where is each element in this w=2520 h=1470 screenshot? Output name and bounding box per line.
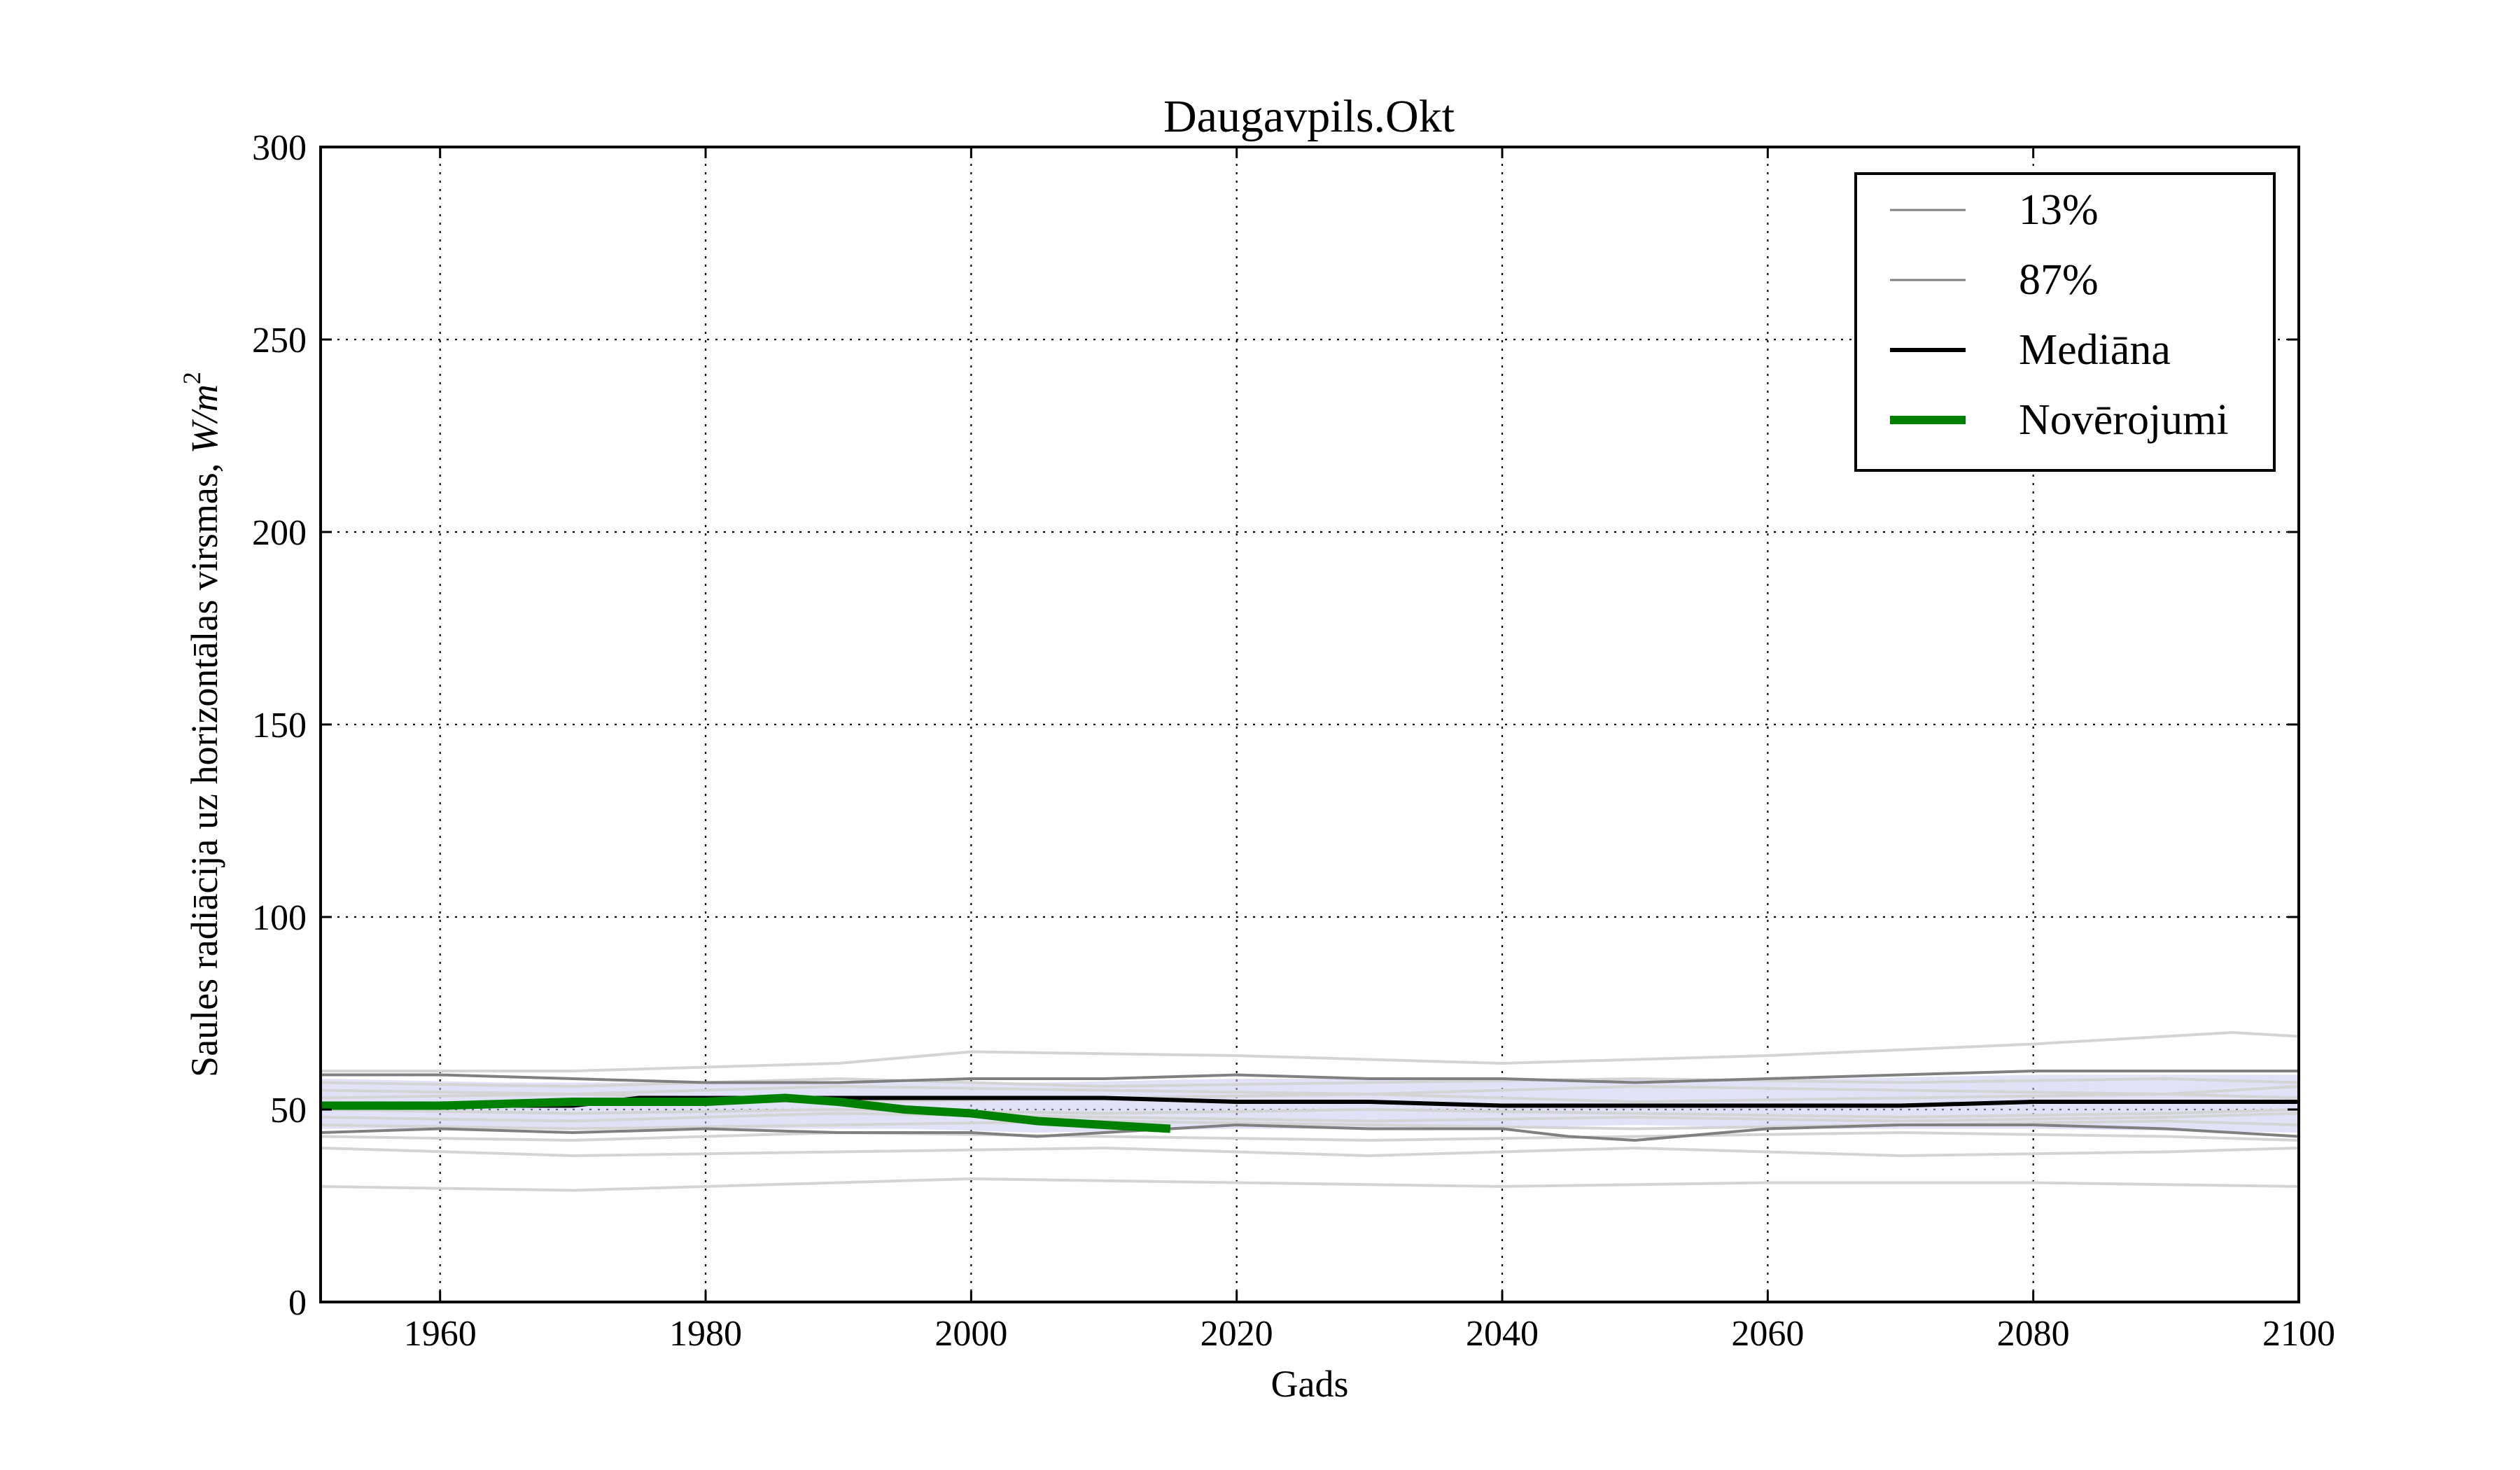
x-tick-label-6: 2080	[1997, 1314, 2070, 1354]
x-tick-label-1: 1980	[669, 1314, 742, 1354]
y-tick-label-0: 0	[288, 1283, 307, 1323]
ensemble-line-0	[321, 1030, 2300, 1072]
legend-label-1: 87%	[2019, 256, 2099, 304]
ensemble-line-5	[320, 1077, 2300, 1088]
ensemble-line-2	[320, 1177, 2300, 1192]
x-axis-ticks: 1960 1980 2000 2020 2040 2060 2080 2100	[404, 147, 2335, 1354]
x-tick-label-2: 2000	[934, 1314, 1007, 1354]
y-axis-label-unit: W/m	[183, 384, 225, 454]
legend: 13% 87% Mediāna Novērojumi	[1854, 172, 2276, 472]
ensemble-line-4	[320, 1112, 2300, 1123]
series-line-0	[320, 1124, 2300, 1142]
y-axis-ticks: 0 50 100 150 200 250 300	[252, 128, 2299, 1323]
y-axis-label-text: Saules radiācija uz horizontālas virsmas…	[183, 454, 225, 1077]
y-tick-label-2: 100	[252, 898, 307, 938]
x-tick-label-5: 2060	[1731, 1314, 1804, 1354]
y-tick-label-3: 150	[252, 706, 307, 746]
y-tick-label-5: 250	[252, 321, 307, 360]
y-axis-label: Saules radiācija uz horizontālas virsmas…	[178, 372, 225, 1077]
legend-label-2: Mediāna	[2019, 326, 2171, 374]
ensemble-line-9	[320, 1130, 2300, 1142]
legend-items: 13% 87% Mediāna Novērojumi	[1890, 186, 2229, 444]
chart-title: Daugavpils.Okt	[1163, 91, 1455, 142]
x-tick-label-0: 1960	[404, 1314, 477, 1354]
series-line-1	[321, 1070, 2299, 1084]
ensemble-line-6	[320, 1119, 2300, 1130]
series-lines	[320, 1070, 2300, 1142]
ensemble-lines	[320, 1030, 2300, 1192]
x-tick-label-4: 2040	[1466, 1314, 1539, 1354]
legend-label-3: Novērojumi	[2019, 396, 2229, 444]
ensemble-line-8	[320, 1107, 2300, 1119]
series-line-3	[321, 1093, 1171, 1133]
ensemble-line-1	[320, 1146, 2300, 1158]
x-tick-label-7: 2100	[2262, 1314, 2335, 1354]
x-axis-label: Gads	[1271, 1363, 1349, 1405]
y-tick-label-1: 50	[270, 1091, 307, 1130]
y-axis-label-exponent: 2	[178, 372, 206, 384]
x-tick-label-3: 2020	[1200, 1314, 1273, 1354]
legend-label-0: 13%	[2019, 186, 2099, 234]
y-tick-label-4: 200	[252, 513, 307, 553]
y-tick-label-6: 300	[252, 128, 307, 168]
